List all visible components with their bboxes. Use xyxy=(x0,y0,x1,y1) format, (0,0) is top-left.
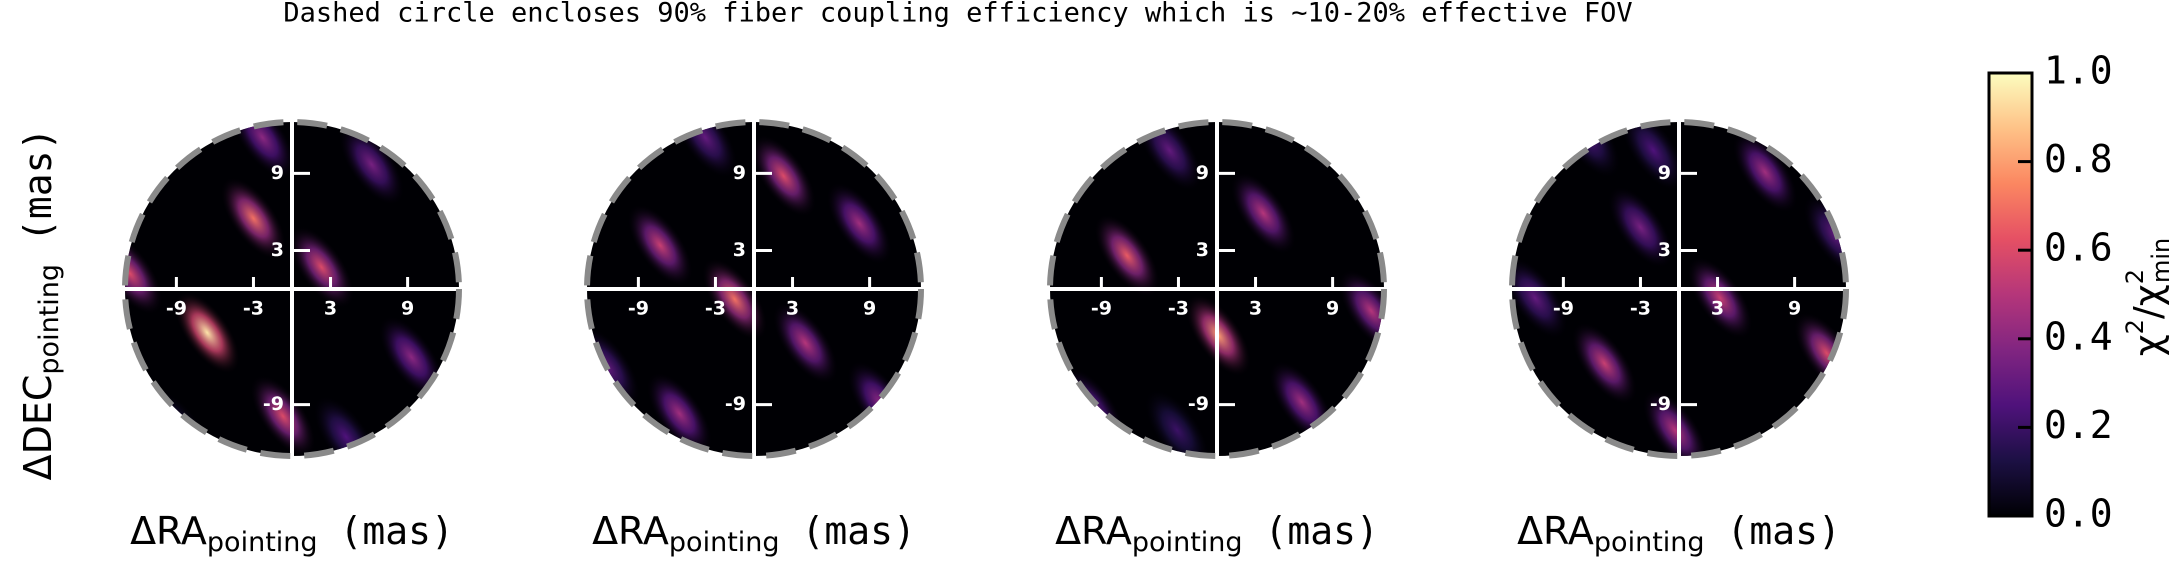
x-label-unit: (mas) xyxy=(802,509,916,553)
x-label-sub: pointing xyxy=(1132,527,1243,558)
heatmap-peak xyxy=(772,301,839,385)
y-tick-label: -9 xyxy=(263,393,284,415)
heatmap-peak xyxy=(1607,186,1674,269)
y-tick-label: 9 xyxy=(271,162,284,184)
y-tick-label: 3 xyxy=(1196,239,1209,261)
y-tick-label: 3 xyxy=(733,239,746,261)
x-tick-label: -9 xyxy=(1091,298,1112,320)
x-tick-label: -9 xyxy=(628,298,649,320)
heatmap-peak xyxy=(1144,389,1211,456)
fov-circle xyxy=(1509,119,1849,459)
x-tick-label: -3 xyxy=(1168,298,1189,320)
x-axis-label: ΔRApointing (mas) xyxy=(1517,509,1841,558)
heatmap-peak xyxy=(1512,256,1569,340)
x-tick-label: 3 xyxy=(1711,298,1724,320)
colorbar-label-part: /χ xyxy=(2126,284,2170,319)
colorbar-label-part: min xyxy=(2147,238,2170,283)
heatmap-peak xyxy=(701,257,768,341)
heatmap-peak xyxy=(229,122,296,179)
heatmap-peak xyxy=(1687,256,1754,340)
heatmap-peak xyxy=(646,372,713,455)
y-tick-label: 3 xyxy=(1658,239,1671,261)
colorbar-tick-label: 0.6 xyxy=(2044,226,2113,270)
colorbar-tick-label: 0.0 xyxy=(2044,492,2113,536)
colorbar: 0.00.20.40.60.81.0χ2/χ2min xyxy=(1987,49,2170,536)
colorbar-tick-label: 0.4 xyxy=(2044,314,2113,358)
y-tick-label: 3 xyxy=(271,239,284,261)
y-tick-label: 9 xyxy=(733,162,746,184)
y-tick-label: -9 xyxy=(1650,393,1671,415)
panel: -9 -3 3 9 9 3 -9 ΔRApointing (mas) xyxy=(1047,119,1387,558)
heatmap-peak xyxy=(1732,130,1798,214)
heatmap-peak xyxy=(1094,214,1160,297)
panel: -9 -3 3 9 9 3 -9 ΔRApointing (mas) xyxy=(584,119,924,558)
figure-title: Dashed circle encloses 90% fiber couplin… xyxy=(283,0,1632,29)
heatmap-peak xyxy=(250,374,316,456)
colorbar-label: χ2/χ2min xyxy=(2121,238,2170,357)
x-tick-label: 9 xyxy=(1788,298,1801,320)
y-tick-label: -9 xyxy=(1188,393,1209,415)
x-tick-label: -3 xyxy=(705,298,726,320)
x-label-sub: pointing xyxy=(1594,527,1705,558)
x-label-main: ΔRA xyxy=(1517,509,1594,553)
x-label-unit: (mas) xyxy=(1727,509,1841,553)
x-tick-label: 9 xyxy=(401,298,414,320)
heatmap-peak xyxy=(338,123,405,206)
colorbar-gradient xyxy=(1987,71,2034,518)
heatmap-peak xyxy=(750,134,817,218)
x-label-main: ΔRA xyxy=(1055,509,1132,553)
x-label-unit: (mas) xyxy=(340,509,454,553)
colorbar-tick-label: 0.8 xyxy=(2044,137,2113,181)
heatmap-peak xyxy=(672,122,739,179)
x-label-main: ΔRA xyxy=(130,509,207,553)
y-tick-label: 9 xyxy=(1196,162,1209,184)
heatmap-peak xyxy=(125,232,164,315)
heatmap-peak xyxy=(627,204,694,287)
x-axis-label: ΔRApointing (mas) xyxy=(1055,509,1379,558)
heatmap-peak xyxy=(313,395,379,456)
y-label-sub: pointing xyxy=(34,264,65,375)
y-label-main: ΔDEC xyxy=(16,375,60,481)
x-label-main: ΔRA xyxy=(592,509,669,553)
fov-circle xyxy=(584,119,924,459)
x-tick-label: 9 xyxy=(863,298,876,320)
fov-circle xyxy=(1047,119,1387,459)
x-axis-label: ΔRApointing (mas) xyxy=(130,509,454,558)
colorbar-label-part: χ xyxy=(2126,334,2170,356)
x-axis-label: ΔRApointing (mas) xyxy=(592,509,916,558)
heatmap-peak xyxy=(1620,122,1687,192)
y-label-unit: (mas) xyxy=(16,128,60,242)
x-tick-label: -9 xyxy=(1553,298,1574,320)
x-label-sub: pointing xyxy=(669,527,780,558)
heatmap-peak xyxy=(1230,171,1297,255)
y-axis-label: ΔDECpointing (mas) xyxy=(16,128,65,481)
colorbar-tick-label: 1.0 xyxy=(2044,49,2113,93)
x-label-unit: (mas) xyxy=(1265,509,1379,553)
x-label-sub: pointing xyxy=(207,527,318,558)
x-tick-label: -3 xyxy=(1630,298,1651,320)
x-tick-label: 3 xyxy=(324,298,337,320)
x-tick-label: 3 xyxy=(1249,298,1262,320)
heatmap-peak xyxy=(1642,389,1709,456)
heatmap-peak xyxy=(220,177,287,260)
x-tick-label: 3 xyxy=(786,298,799,320)
heatmap-peak xyxy=(826,182,893,265)
y-tick-label: 9 xyxy=(1658,162,1671,184)
x-tick-label: -9 xyxy=(166,298,187,320)
y-tick-label: -9 xyxy=(725,393,746,415)
x-tick-label: 9 xyxy=(1326,298,1339,320)
x-tick-label: -3 xyxy=(243,298,264,320)
heatmap-peak xyxy=(378,315,445,399)
colorbar-tick-label: 0.2 xyxy=(2044,403,2113,447)
colorbar-label-part: 2 xyxy=(2121,269,2149,284)
panel: -9 -3 3 9 9 3 -9 ΔRApointing (mas) xyxy=(1509,119,1849,558)
fov-circle xyxy=(122,119,462,459)
heatmap-peak xyxy=(1571,322,1638,405)
heatmap-peak xyxy=(174,291,241,374)
colorbar-label-part: 2 xyxy=(2121,319,2149,334)
